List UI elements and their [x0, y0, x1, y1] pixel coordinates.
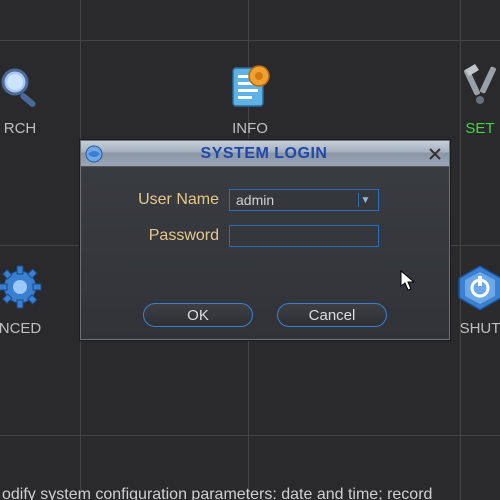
username-select[interactable]: admin ▼	[229, 189, 379, 211]
password-label: Password	[99, 227, 229, 245]
chevron-down-icon: ▼	[358, 193, 372, 207]
menu-item-advanced[interactable]: NCED	[0, 260, 60, 337]
setting-icon	[453, 60, 500, 114]
menu-label: SET	[440, 120, 500, 137]
cancel-button[interactable]: Cancel	[277, 303, 387, 327]
advanced-icon	[0, 260, 47, 314]
close-button[interactable]	[421, 141, 449, 167]
help-text: odify system configuration parameters: d…	[0, 486, 500, 500]
info-icon	[223, 60, 277, 114]
dialog-titlebar: SYSTEM LOGIN	[81, 141, 449, 167]
menu-label: RCH	[0, 120, 60, 137]
password-input[interactable]	[229, 225, 379, 247]
menu-label: INFO	[210, 120, 290, 137]
ok-button[interactable]: OK	[143, 303, 253, 327]
cancel-label: Cancel	[309, 307, 356, 324]
shutdown-icon	[453, 260, 500, 314]
login-dialog: SYSTEM LOGIN User Name admin ▼ Password …	[80, 140, 450, 340]
dialog-title: SYSTEM LOGIN	[107, 145, 421, 163]
menu-item-search[interactable]: RCH	[0, 60, 60, 137]
menu-item-setting[interactable]: SET	[440, 60, 500, 137]
system-icon	[81, 141, 107, 167]
ok-label: OK	[187, 307, 209, 324]
username-value: admin	[236, 192, 274, 208]
menu-item-info[interactable]: INFO	[210, 60, 290, 137]
search-icon	[0, 60, 47, 114]
menu-label: NCED	[0, 320, 60, 337]
username-label: User Name	[99, 191, 229, 209]
